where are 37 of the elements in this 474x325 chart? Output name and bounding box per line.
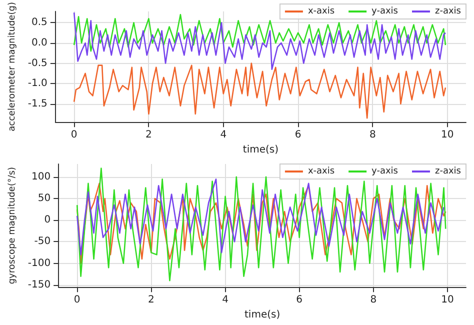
y-tick-label: 0.5 <box>32 17 48 28</box>
x-tick-label: 10 <box>441 294 454 306</box>
y-tick-label: 100 <box>32 171 51 182</box>
y-axis-title: accelerometer magnitude(g) <box>8 2 18 132</box>
x-tick-label: 2 <box>148 294 154 306</box>
y-tick-label: -1.0 <box>28 78 48 90</box>
legend-label: z-axis <box>435 166 462 176</box>
legend-label: y-axis <box>372 6 398 16</box>
x-tick-label: 2 <box>146 130 152 141</box>
y-tick-label: -1.5 <box>28 98 48 110</box>
y-tick-label: -100 <box>28 258 51 269</box>
x-tick-label: 6 <box>296 294 303 306</box>
line-series <box>73 62 446 119</box>
y-tick-label: 50 <box>38 193 51 204</box>
x-tick-label: 8 <box>369 130 376 141</box>
legend-label: y-axis <box>372 166 398 176</box>
x-tick-label: 10 <box>440 130 454 141</box>
x-tick-label: 4 <box>220 130 227 141</box>
line-series <box>76 182 446 264</box>
y-tick-label: 0 <box>44 214 51 226</box>
legend-label: x-axis <box>308 6 335 16</box>
x-tick-label: 4 <box>222 294 228 306</box>
y-axis-title: gyroscope magnitude(°/s) <box>8 166 18 284</box>
x-axis-title: time(s) <box>244 310 280 320</box>
y-tick-label: 0.0 <box>32 37 48 48</box>
x-tick-label: 6 <box>294 130 302 141</box>
legend-label: z-axis <box>435 6 462 16</box>
line-series <box>76 178 444 256</box>
x-tick-label: 0 <box>70 130 78 141</box>
y-tick-label: -150 <box>28 279 51 290</box>
x-axis-title: time(s) <box>242 144 279 156</box>
y-tick-label: -0.5 <box>28 58 48 69</box>
x-tick-label: 8 <box>370 294 377 306</box>
x-tick-label: 0 <box>74 294 80 306</box>
legend-label: x-axis <box>308 166 335 176</box>
line-series <box>73 14 446 52</box>
y-tick-label: -50 <box>34 236 51 248</box>
